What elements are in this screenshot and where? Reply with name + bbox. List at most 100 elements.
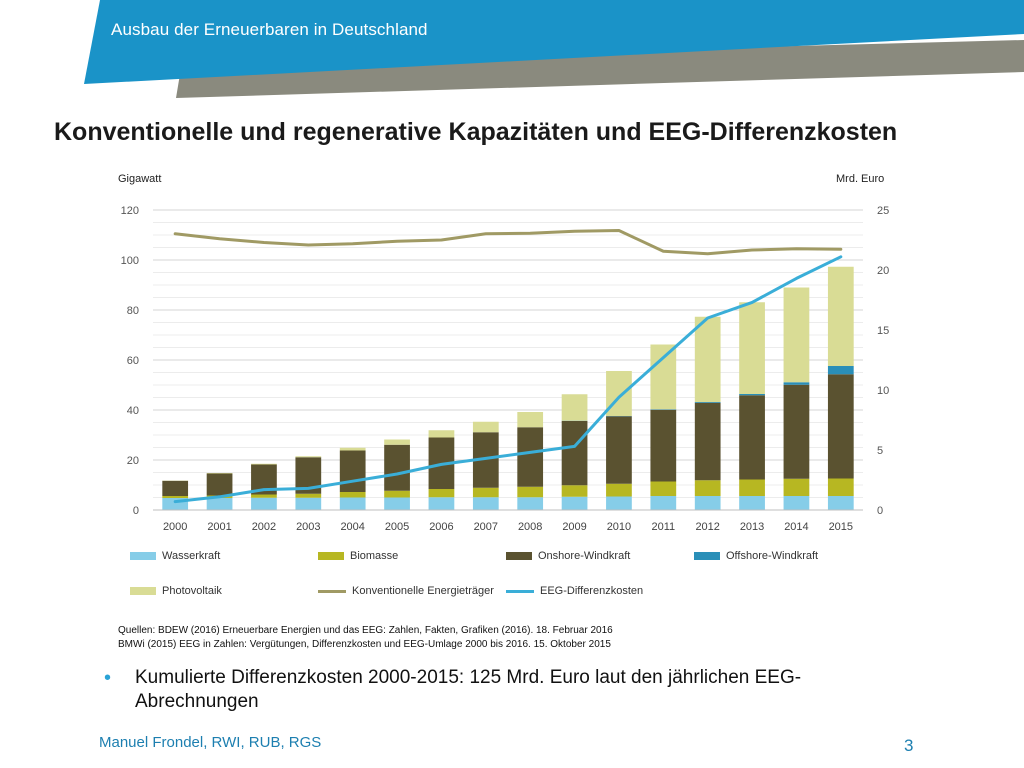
legend-item: Wasserkraft bbox=[130, 550, 220, 562]
bar-biomasse-2013 bbox=[739, 479, 765, 496]
x-tick-label: 2010 bbox=[607, 521, 631, 533]
bar-biomasse-2003 bbox=[295, 493, 322, 498]
legend-label: Wasserkraft bbox=[162, 550, 221, 562]
bar-wasserkraft-2012 bbox=[694, 496, 721, 510]
header-banner: Ausbau der Erneuerbaren in Deutschland bbox=[0, 0, 1024, 100]
bar-photovoltaik-2005 bbox=[384, 439, 410, 445]
y-right-tick-label: 25 bbox=[877, 205, 889, 217]
y-left-tick-label: 20 bbox=[127, 455, 139, 467]
source-line-1: Quellen: BDEW (2016) Erneuerbare Energie… bbox=[118, 625, 613, 636]
bar-wasserkraft-2013 bbox=[739, 496, 765, 510]
legend-swatch bbox=[506, 552, 532, 560]
legend-label: Onshore-Windkraft bbox=[538, 550, 631, 562]
chart-area: 0 20 40 60 80 100 120 0 5 10 15 20 25 2000 2001 2002 200… bbox=[100, 190, 900, 610]
bar-biomasse-2008 bbox=[517, 486, 544, 498]
banner-stripe bbox=[176, 40, 1024, 98]
x-tick-label: 2005 bbox=[385, 521, 409, 533]
bar-onshore-windkraft-2008 bbox=[517, 427, 544, 487]
legend-swatch bbox=[318, 589, 346, 593]
legend-item: Offshore-Windkraft bbox=[694, 550, 818, 562]
legend-label: EEG-Differenzkosten bbox=[540, 585, 644, 597]
bar-wasserkraft-2003 bbox=[295, 497, 322, 510]
y-left-tick-label: 0 bbox=[133, 505, 139, 517]
y-left-tick-label: 100 bbox=[121, 255, 139, 267]
legend-label: Offshore-Windkraft bbox=[726, 550, 819, 562]
bar-offshore-windkraft-2011 bbox=[650, 409, 677, 410]
banner-title: Ausbau der Erneuerbaren in Deutschland bbox=[111, 20, 428, 39]
bar-wasserkraft-2008 bbox=[517, 497, 544, 510]
bar-wasserkraft-2004 bbox=[339, 497, 366, 510]
legend-swatch bbox=[318, 552, 344, 560]
y-right-tick-label: 15 bbox=[877, 325, 889, 337]
bar-photovoltaik-2015 bbox=[827, 266, 854, 366]
bar-wasserkraft-2002 bbox=[251, 497, 277, 510]
bar-onshore-windkraft-2001 bbox=[206, 473, 233, 496]
x-tick-label: 2008 bbox=[518, 521, 542, 533]
bar-onshore-windkraft-2012 bbox=[694, 402, 721, 481]
legend-item: Photovoltaik bbox=[130, 585, 222, 597]
chart-legend: Wasserkraft Biomasse Onshore-Windkraft Offs… bbox=[130, 550, 890, 606]
legend-swatch bbox=[506, 589, 534, 593]
x-tick-label: 2015 bbox=[829, 521, 853, 533]
y-right-tick-label: 5 bbox=[877, 445, 883, 457]
line-konventionelle-energietr-ger bbox=[173, 229, 843, 256]
bar-biomasse-2006 bbox=[428, 489, 455, 498]
bar-onshore-windkraft-2009 bbox=[561, 421, 588, 486]
bar-biomasse-2009 bbox=[561, 485, 588, 497]
bar-onshore-windkraft-2011 bbox=[650, 409, 677, 482]
legend-label: Biomasse bbox=[350, 550, 399, 562]
bar-onshore-windkraft-2000 bbox=[162, 480, 189, 496]
y-right-tick-label: 10 bbox=[877, 385, 889, 397]
x-tick-label: 2014 bbox=[784, 521, 808, 533]
bar-onshore-windkraft-2014 bbox=[783, 384, 810, 479]
bar-photovoltaik-2014 bbox=[783, 287, 810, 383]
x-tick-label: 2013 bbox=[740, 521, 764, 533]
sources: Quellen: BDEW (2016) Erneuerbare Energie… bbox=[118, 624, 613, 652]
bar-onshore-windkraft-2005 bbox=[384, 444, 410, 491]
bar-offshore-windkraft-2013 bbox=[739, 394, 765, 396]
y-left-tick-label: 40 bbox=[127, 405, 139, 417]
bar-offshore-windkraft-2014 bbox=[783, 382, 810, 385]
slide-title: Konventionelle und regenerative Kapazitä… bbox=[54, 118, 898, 146]
legend-label: Photovoltaik bbox=[162, 585, 222, 597]
bar-biomasse-2014 bbox=[783, 478, 810, 496]
bar-wasserkraft-2015 bbox=[827, 496, 854, 510]
bar-biomasse-2004 bbox=[339, 492, 366, 498]
bar-biomasse-2002 bbox=[251, 494, 277, 498]
bullet-text: Kumulierte Differenzkosten 2000-2015: 12… bbox=[135, 667, 802, 712]
x-tick-label: 2011 bbox=[651, 521, 675, 533]
bar-biomasse-2007 bbox=[472, 487, 499, 498]
bar-photovoltaik-2012 bbox=[694, 316, 721, 402]
bar-photovoltaik-2001 bbox=[206, 473, 233, 474]
bar-photovoltaik-2002 bbox=[251, 463, 277, 465]
bar-onshore-windkraft-2004 bbox=[339, 450, 366, 492]
bar-biomasse-2012 bbox=[694, 480, 721, 496]
bar-wasserkraft-2006 bbox=[428, 497, 455, 510]
x-tick-label: 2012 bbox=[695, 521, 719, 533]
bar-wasserkraft-2011 bbox=[650, 496, 677, 510]
legend-item: Biomasse bbox=[318, 550, 398, 562]
legend-item: EEG-Differenzkosten bbox=[506, 585, 643, 597]
x-tick-label: 2004 bbox=[340, 521, 364, 533]
bar-biomasse-2011 bbox=[650, 481, 677, 496]
x-tick-label: 2001 bbox=[207, 521, 231, 533]
x-tick-label: 2009 bbox=[562, 521, 586, 533]
legend-swatch bbox=[694, 552, 720, 560]
banner-blue-band bbox=[84, 0, 1024, 84]
bar-photovoltaik-2007 bbox=[472, 421, 499, 433]
footer-author: Manuel Frondel, RWI, RUB, RGS bbox=[99, 734, 322, 751]
bullet-marker: • bbox=[104, 667, 112, 689]
bar-photovoltaik-2009 bbox=[561, 394, 588, 421]
bar-offshore-windkraft-2012 bbox=[694, 402, 721, 403]
bar-biomasse-2010 bbox=[606, 483, 632, 497]
legend-item: Konventionelle Energieträger bbox=[318, 585, 494, 597]
right-axis-title: Mrd. Euro bbox=[836, 173, 885, 185]
legend-label: Konventionelle Energieträger bbox=[352, 585, 494, 597]
bar-onshore-windkraft-2013 bbox=[739, 395, 765, 480]
chart-svg: 0 20 40 60 80 100 120 0 5 10 15 20 25 2000 2001 2002 200… bbox=[121, 205, 890, 533]
page-number: 3 bbox=[904, 736, 914, 755]
bar-photovoltaik-2013 bbox=[739, 302, 765, 394]
y-right-tick-label: 0 bbox=[877, 505, 883, 517]
bar-photovoltaik-2011 bbox=[650, 344, 677, 410]
bar-wasserkraft-2014 bbox=[783, 496, 810, 510]
